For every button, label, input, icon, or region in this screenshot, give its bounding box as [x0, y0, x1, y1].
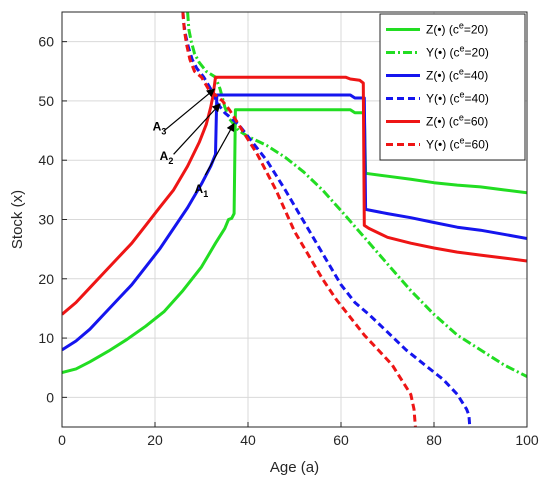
legend-label-sup: e	[460, 90, 465, 100]
y-tick-label: 10	[38, 330, 54, 346]
x-axis-label: Age (a)	[270, 459, 319, 476]
y-tick-label: 20	[38, 271, 54, 287]
axis-ticks: 0 20 40 60 80 100 0 10 20 30 40 50 60	[38, 34, 538, 448]
y-tick-label: 60	[38, 34, 54, 50]
annotation-label-1: A3	[153, 120, 167, 137]
legend-label-4: Y(•) (ce=40)	[426, 90, 489, 106]
legend-label-prefix: Y(•) (c	[426, 138, 460, 152]
y-tick-label: 30	[38, 212, 54, 228]
legend-label-prefix: Z(•) (c	[426, 23, 459, 37]
legend-label-3: Z(•) (ce=40)	[426, 67, 488, 83]
annotation-label-3: A1	[195, 182, 209, 199]
legend: Z(•) (ce=20)Y(•) (ce=20)Z(•) (ce=40)Y(•)…	[379, 13, 526, 161]
legend-label-sup: e	[459, 67, 464, 77]
series-line-1	[62, 108, 527, 374]
x-tick-label: 80	[426, 432, 442, 448]
legend-label-sup: e	[460, 44, 465, 54]
y-tick-label: 40	[38, 152, 54, 168]
legend-label-2: Y(•) (ce=20)	[426, 44, 489, 60]
annotation-main: A	[153, 120, 162, 134]
legend-label-sup: e	[460, 136, 465, 146]
x-tick-label: 20	[147, 432, 163, 448]
legend-label-1: Z(•) (ce=20)	[426, 21, 488, 37]
y-tick-label: 0	[46, 389, 54, 405]
legend-label-suffix: =40)	[465, 92, 489, 106]
legend-label-5: Z(•) (ce=60)	[426, 113, 488, 129]
annotation-label-2: A2	[160, 149, 174, 166]
y-tick-label: 50	[38, 93, 54, 109]
legend-label-prefix: Z(•) (c	[426, 69, 459, 83]
legend-label-suffix: =20)	[465, 46, 489, 60]
annotation-sub: 3	[161, 127, 166, 137]
legend-label-prefix: Y(•) (c	[426, 92, 460, 106]
annotation-main: A	[195, 182, 204, 196]
annotation-arrow-1	[163, 88, 216, 132]
series-line-6	[181, 12, 417, 427]
legend-label-sup: e	[459, 21, 464, 31]
legend-label-6: Y(•) (ce=60)	[426, 136, 489, 152]
annotation-sub: 2	[168, 156, 173, 166]
legend-label-prefix: Y(•) (c	[426, 46, 460, 60]
legend-label-suffix: =60)	[465, 138, 489, 152]
legend-box	[379, 13, 526, 161]
legend-label-sup: e	[459, 113, 464, 123]
x-tick-label: 60	[333, 432, 349, 448]
x-tick-label: 100	[515, 432, 539, 448]
annotation-arrow-2	[173, 103, 221, 155]
legend-label-prefix: Z(•) (c	[426, 115, 459, 129]
legend-label-suffix: =60)	[464, 115, 488, 129]
x-tick-label: 0	[58, 432, 66, 448]
series-line-2	[186, 12, 527, 378]
legend-label-suffix: =20)	[464, 23, 488, 37]
series-layer	[62, 12, 527, 427]
annotation-main: A	[160, 149, 169, 163]
series-line-4	[181, 12, 472, 427]
legend-label-suffix: =40)	[464, 69, 488, 83]
annotation-sub: 1	[203, 189, 208, 199]
annotation-arrow-3	[204, 122, 235, 176]
series-line-5	[62, 75, 527, 316]
y-axis-label: Stock (x)	[9, 190, 26, 249]
x-tick-label: 40	[240, 432, 256, 448]
